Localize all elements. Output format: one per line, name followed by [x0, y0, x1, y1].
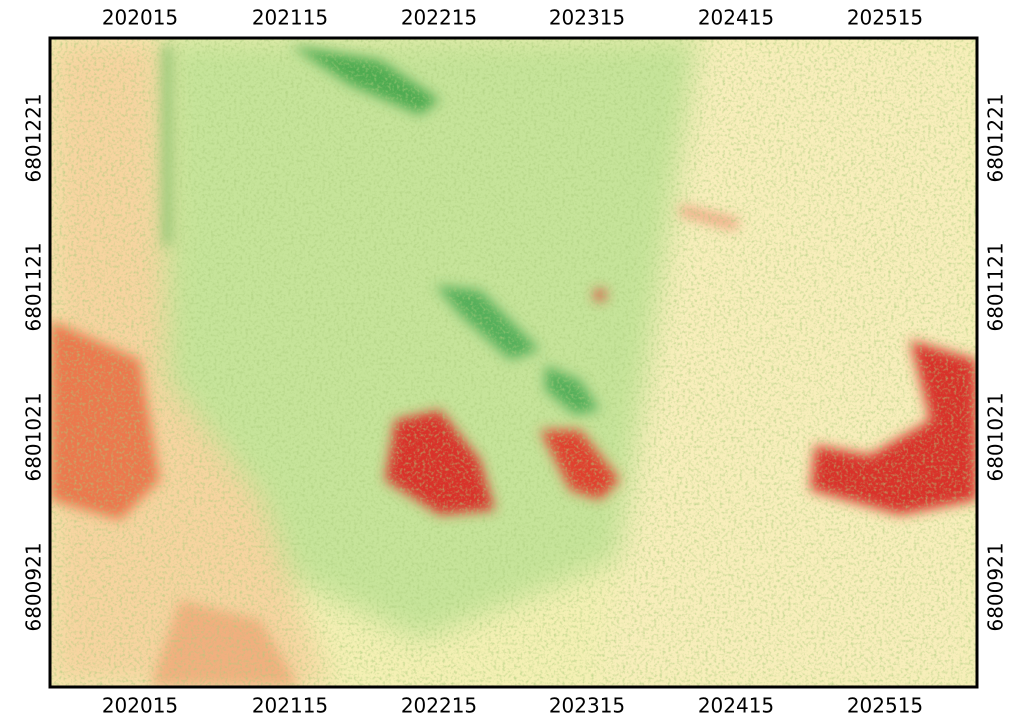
x-coordinate-label: 202315	[549, 694, 625, 718]
x-coordinate-label: 202115	[252, 6, 328, 30]
y-coordinate-label: 6800921	[984, 542, 1008, 631]
y-coordinate-label: 6800921	[22, 542, 46, 631]
y-coordinate-label: 6801021	[984, 392, 1008, 481]
y-coordinate-label: 6801021	[22, 392, 46, 481]
x-coordinate-label: 202415	[698, 6, 774, 30]
y-coordinate-label: 6801121	[984, 242, 1008, 331]
x-coordinate-label: 202015	[102, 6, 178, 30]
x-coordinate-label: 202515	[847, 694, 923, 718]
raster	[50, 38, 977, 687]
x-coordinate-label: 202115	[252, 694, 328, 718]
x-coordinate-label: 202215	[401, 694, 477, 718]
x-coordinate-label: 202415	[698, 694, 774, 718]
x-coordinate-label: 202015	[102, 694, 178, 718]
y-coordinate-label: 6801221	[22, 93, 46, 182]
y-coordinate-label: 6801221	[984, 93, 1008, 182]
x-coordinate-label: 202515	[847, 6, 923, 30]
x-coordinate-label: 202315	[549, 6, 625, 30]
map-frame	[48, 36, 979, 689]
y-coordinate-label: 6801121	[22, 242, 46, 331]
x-coordinate-label: 202215	[401, 6, 477, 30]
